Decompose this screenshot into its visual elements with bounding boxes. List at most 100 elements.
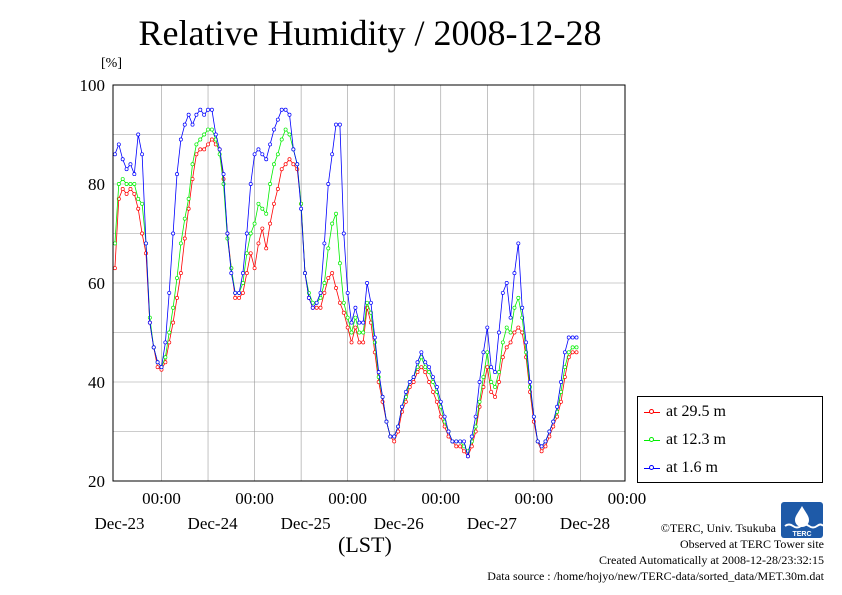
data-point [411, 375, 416, 379]
data-point [528, 385, 532, 389]
data-point [175, 295, 179, 300]
data-point [272, 162, 276, 167]
data-point [260, 226, 265, 231]
data-point [388, 434, 393, 439]
chart-title: Relative Humidity / 2008-12-28 [138, 13, 602, 53]
data-point [562, 350, 567, 355]
data-point [178, 137, 183, 142]
data-point [171, 231, 176, 236]
data-point [528, 380, 532, 384]
data-point [136, 206, 141, 211]
data-point [434, 399, 439, 404]
data-point [485, 365, 490, 370]
data-point [190, 162, 195, 167]
data-point [178, 271, 183, 276]
data-point [186, 196, 191, 201]
data-point [380, 394, 385, 399]
plot-frame [112, 84, 626, 482]
data-point [431, 389, 435, 394]
data-point [209, 107, 214, 112]
data-point [341, 310, 346, 315]
data-point [198, 107, 203, 112]
data-point [318, 290, 323, 295]
credits-block: ©TERC, Univ. Tsukuba Observed at TERC To… [487, 520, 824, 584]
data-point [566, 335, 571, 340]
data-point [411, 380, 416, 384]
data-point [279, 137, 284, 142]
x-tick-date-label: Dec-28 [560, 514, 610, 533]
data-point [500, 340, 505, 345]
x-tick-time-label: 00:00 [514, 489, 553, 508]
data-point [248, 251, 253, 256]
data-point [566, 350, 571, 355]
data-point [124, 191, 129, 196]
data-point [504, 345, 509, 350]
data-point [357, 330, 362, 335]
data-point [559, 399, 563, 404]
data-point [341, 231, 346, 236]
data-point [206, 107, 210, 112]
data-point [512, 330, 517, 335]
data-point [182, 122, 187, 127]
data-point [512, 271, 517, 276]
data-point [361, 330, 366, 335]
data-point [496, 370, 501, 375]
data-point [128, 186, 133, 191]
data-point [349, 330, 354, 335]
data-point [481, 375, 486, 379]
y-axis-unit-label: [%] [101, 56, 122, 71]
data-point [384, 419, 389, 424]
data-point [264, 157, 269, 162]
data-point [252, 221, 257, 226]
data-point [322, 290, 327, 295]
data-point [489, 365, 494, 370]
data-point [434, 385, 439, 389]
data-point [279, 107, 284, 112]
data-point [438, 414, 443, 419]
data-point [240, 281, 245, 285]
data-point [206, 142, 210, 147]
data-point [268, 221, 273, 226]
data-point [337, 261, 342, 266]
data-point [116, 182, 121, 186]
observed-text: Observed at TERC Tower site [679, 537, 824, 551]
data-point [112, 152, 117, 157]
data-point [306, 295, 311, 300]
data-point [287, 157, 292, 162]
data-point [345, 290, 350, 295]
data-point [314, 300, 319, 305]
data-point [427, 380, 432, 384]
data-point [326, 246, 331, 251]
legend-item-1-6m: at 1.6 m [644, 459, 718, 477]
data-point [209, 137, 214, 142]
data-point [427, 365, 432, 370]
data-point [151, 345, 156, 350]
data-point [237, 295, 242, 300]
data-point [450, 439, 455, 444]
data-point [477, 399, 482, 404]
x-tick-time-label: 00:00 [421, 489, 460, 508]
data-point [182, 236, 187, 241]
data-point [531, 414, 536, 419]
logo-text: TERC [792, 531, 811, 538]
data-point [322, 281, 327, 285]
data-point [570, 345, 575, 350]
data-point [194, 142, 199, 147]
data-point [248, 182, 253, 186]
data-point [268, 142, 273, 147]
x-tick-time-label: 00:00 [235, 489, 274, 508]
data-point [291, 147, 296, 152]
y-tick-label: 60 [88, 274, 105, 293]
data-point [175, 276, 179, 280]
data-point [458, 444, 463, 449]
data-point [314, 305, 319, 310]
data-point [361, 340, 366, 345]
data-point [462, 439, 466, 444]
data-point [299, 206, 304, 211]
data-point [372, 335, 377, 340]
data-point [330, 271, 335, 276]
data-point [283, 107, 288, 112]
data-point [159, 365, 164, 370]
data-point [477, 380, 482, 384]
